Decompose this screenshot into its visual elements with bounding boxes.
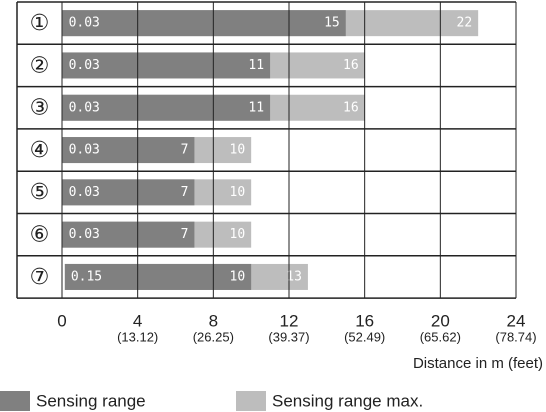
range-label: 11 xyxy=(248,100,264,115)
min-label: 0.03 xyxy=(69,143,100,158)
category-label: ② xyxy=(30,52,50,77)
x-tick-sublabel: (39.37) xyxy=(268,329,309,344)
category-label: ③ xyxy=(30,95,50,120)
x-tick-label: 12 xyxy=(280,311,299,330)
x-tick-sublabel: (26.25) xyxy=(193,329,234,344)
x-tick-sublabel: (78.74) xyxy=(495,329,536,344)
min-label: 0.03 xyxy=(69,185,100,200)
bar-range xyxy=(62,221,195,248)
bar-range xyxy=(62,137,195,164)
range-label: 15 xyxy=(324,16,340,31)
range-label: 10 xyxy=(230,269,246,284)
bar-range xyxy=(64,263,252,290)
bar-range xyxy=(62,52,271,79)
max-label: 22 xyxy=(457,16,473,31)
max-label: 10 xyxy=(230,143,246,158)
x-tick-label: 4 xyxy=(133,311,142,330)
min-label: 0.15 xyxy=(71,269,102,284)
x-tick-label: 20 xyxy=(431,311,450,330)
min-label: 0.03 xyxy=(69,227,100,242)
min-label: 0.03 xyxy=(69,16,100,31)
legend-swatch xyxy=(0,391,30,411)
category-label: ① xyxy=(30,10,50,35)
category-label: ⑦ xyxy=(30,264,50,289)
category-label: ⑤ xyxy=(30,179,50,204)
range-label: 7 xyxy=(181,143,189,158)
range-label: 7 xyxy=(181,227,189,242)
category-label: ⑥ xyxy=(30,221,50,246)
bar-range xyxy=(62,94,271,121)
max-label: 16 xyxy=(343,100,359,115)
range-label: 11 xyxy=(248,58,264,73)
max-label: 13 xyxy=(286,269,302,284)
legend-swatch xyxy=(236,391,266,411)
legend-label: Sensing range max. xyxy=(272,391,423,410)
x-tick-label: 0 xyxy=(57,311,66,330)
bar-range xyxy=(62,179,195,206)
range-label: 7 xyxy=(181,185,189,200)
category-label: ④ xyxy=(30,137,50,162)
max-label: 16 xyxy=(343,58,359,73)
max-label: 10 xyxy=(230,185,246,200)
bar-range xyxy=(62,10,346,37)
x-tick-label: 8 xyxy=(209,311,218,330)
min-label: 0.03 xyxy=(69,58,100,73)
max-label: 10 xyxy=(230,227,246,242)
x-tick-label: 24 xyxy=(507,311,526,330)
min-label: 0.03 xyxy=(69,100,100,115)
x-tick-sublabel: (52.49) xyxy=(344,329,385,344)
legend-label: Sensing range xyxy=(36,391,146,410)
x-tick-label: 16 xyxy=(355,311,374,330)
x-axis-title: Distance in m (feet) xyxy=(413,355,543,372)
x-tick-sublabel: (65.62) xyxy=(420,329,461,344)
x-tick-sublabel: (13.12) xyxy=(117,329,158,344)
